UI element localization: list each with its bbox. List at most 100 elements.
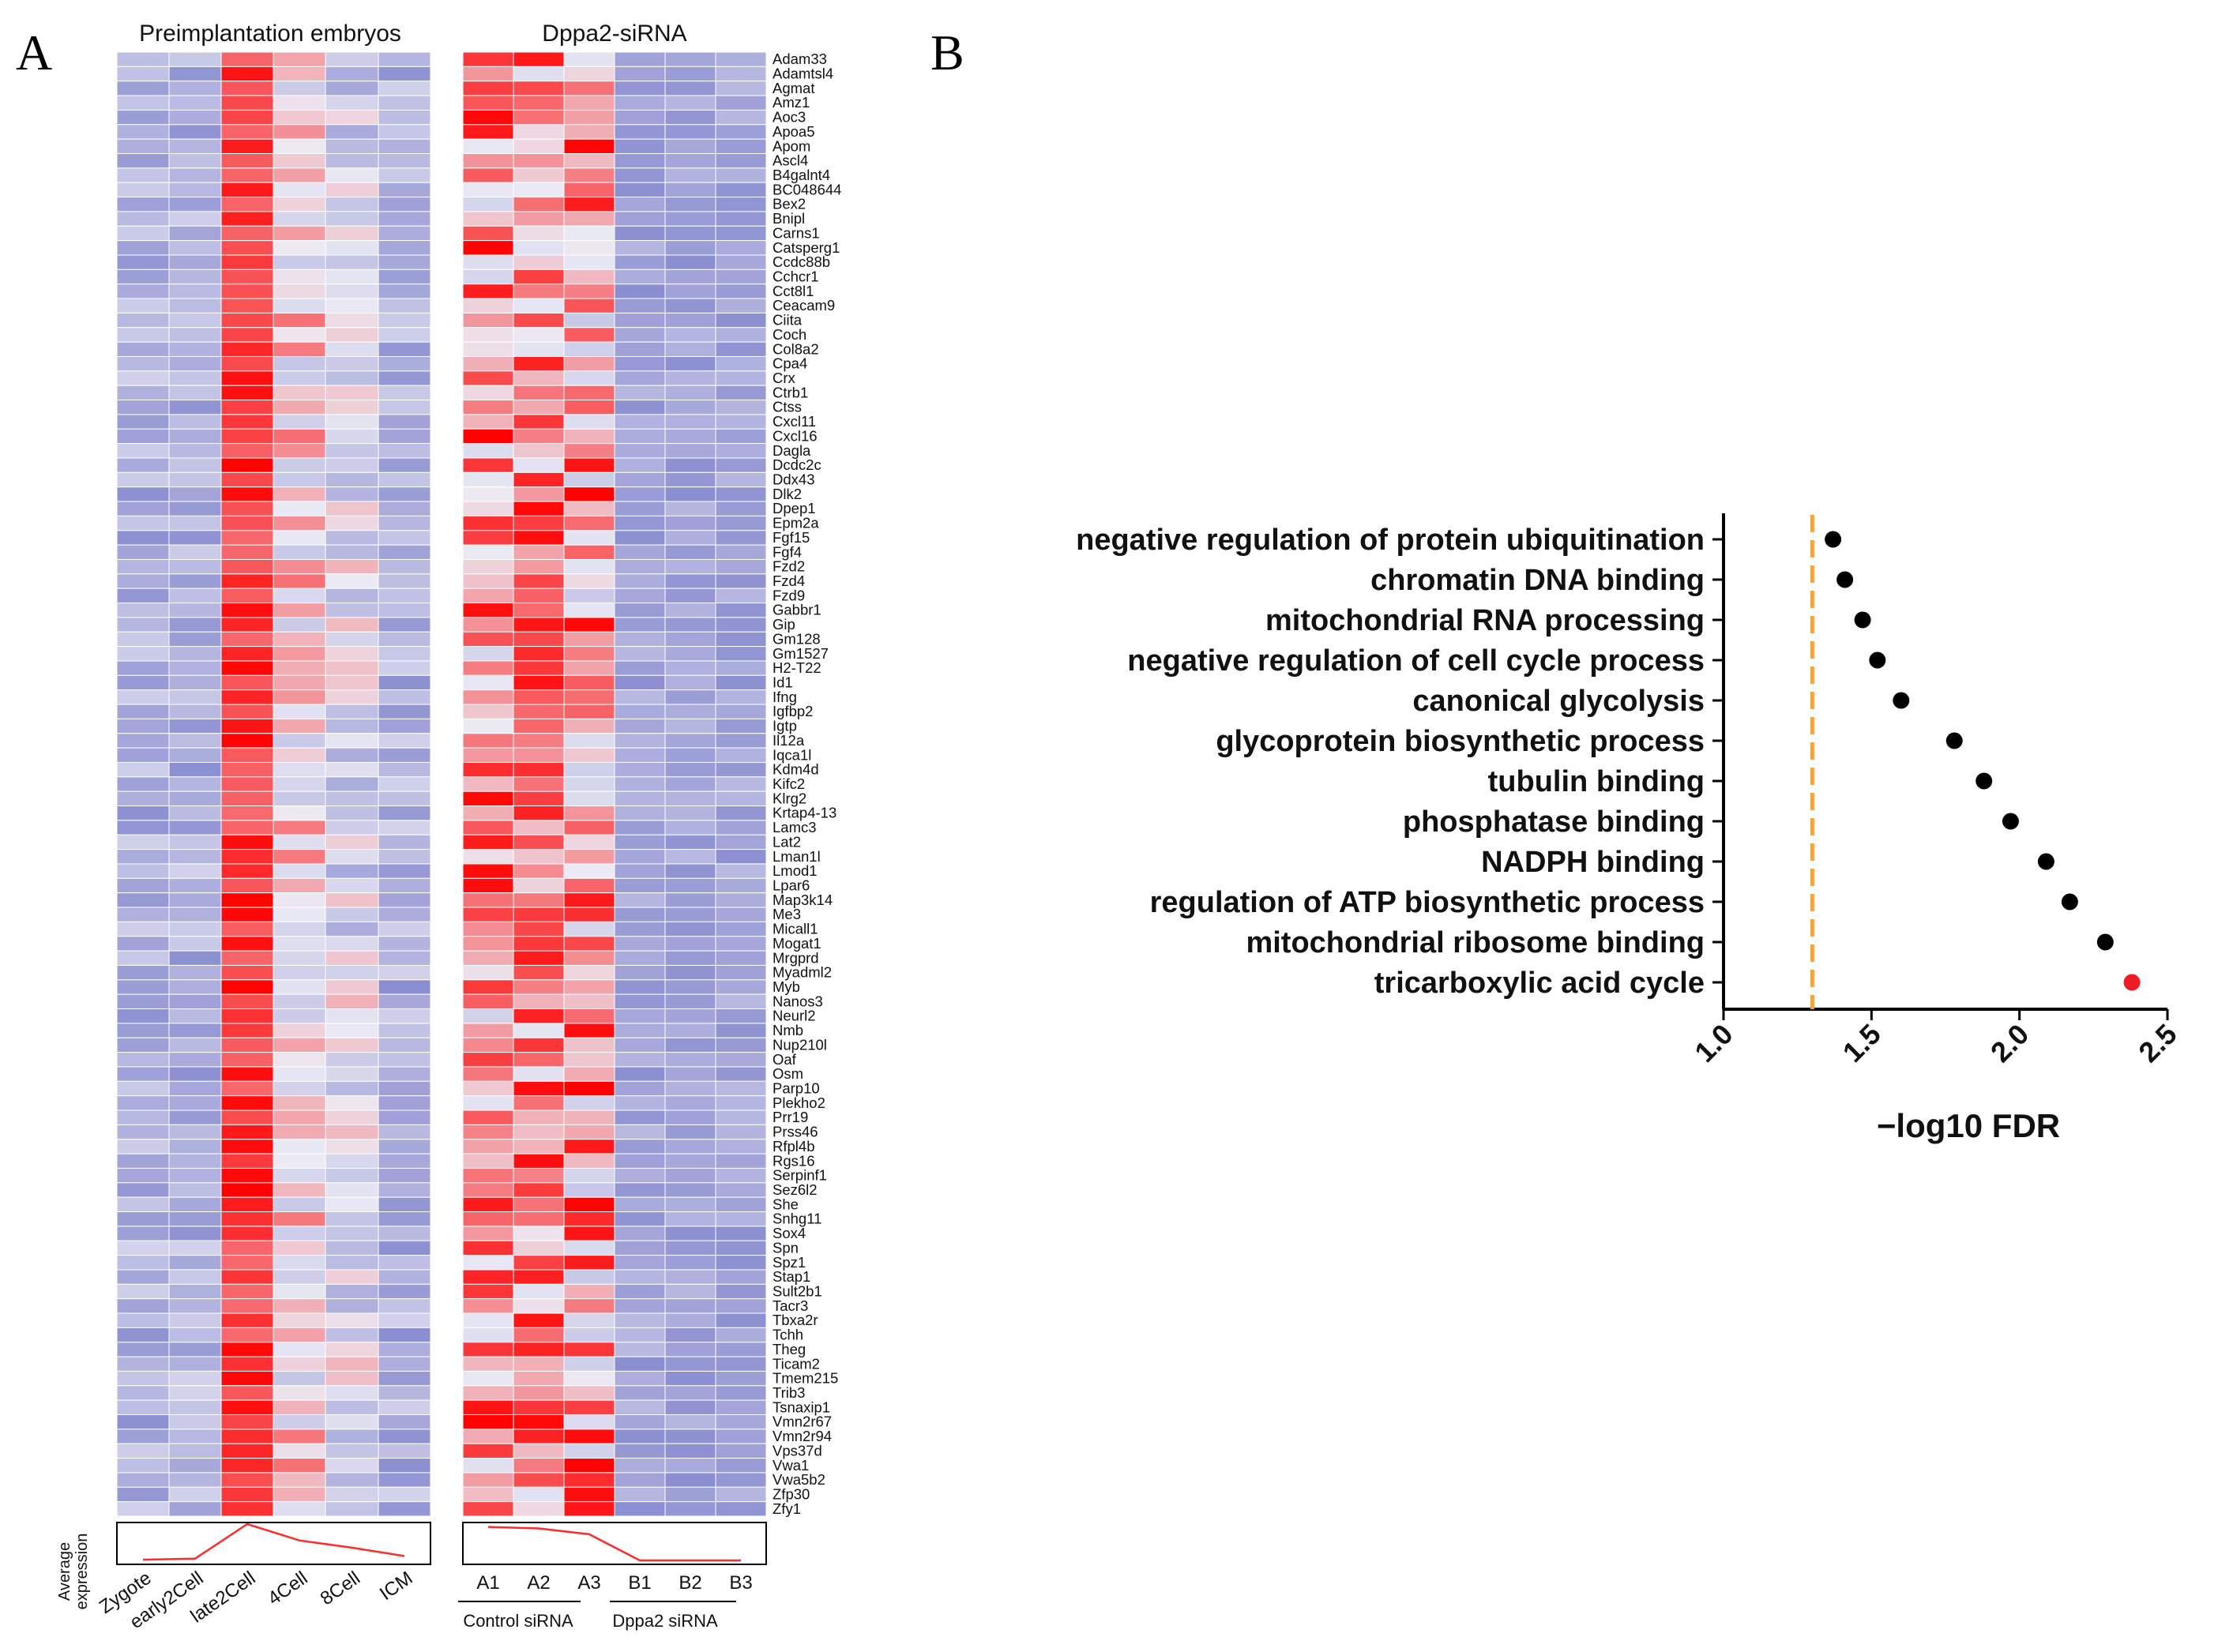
heatmap-cell (462, 964, 514, 981)
heatmap-cell (513, 689, 565, 705)
heatmap-cell (462, 921, 514, 937)
heatmap-cell (325, 907, 379, 922)
heatmap-cell (715, 1472, 767, 1488)
heatmap-cell (715, 660, 767, 676)
heatmap-cell (715, 950, 767, 966)
gene-label: Lat2 (773, 833, 801, 850)
gene-label: Nup210l (773, 1036, 827, 1053)
gene-label: Klrg2 (773, 790, 806, 806)
heatmap-cell (715, 544, 767, 560)
heatmap-cell (614, 138, 666, 154)
heatmap-cell (513, 1139, 565, 1155)
heatmap-cell (715, 486, 767, 502)
heatmap-cell (462, 1182, 514, 1198)
heatmap-cell (273, 950, 326, 966)
heatmap-cell (513, 486, 565, 502)
heatmap-cell (715, 254, 767, 270)
heatmap-cell (513, 1486, 565, 1503)
heatmap-cell (273, 1095, 326, 1111)
heatmap-cell (513, 747, 565, 763)
heatmap-cell (220, 1443, 274, 1459)
heatmap-cell (563, 1037, 615, 1053)
heatmap-cell (168, 805, 222, 821)
heatmap-cell (378, 138, 431, 154)
gene-label: Tbxa2r (773, 1312, 818, 1328)
column-label: B3 (729, 1572, 752, 1594)
heatmap-cell (273, 877, 326, 894)
heatmap-cell (715, 1486, 767, 1503)
heatmap-cell (614, 254, 666, 270)
heatmap-cell (513, 530, 565, 546)
x-axis-label: −log10 FDR (1877, 1107, 2060, 1144)
heatmap-cell (378, 1486, 431, 1503)
heatmap-cell (462, 588, 514, 604)
heatmap-cell (614, 1139, 666, 1155)
heatmap-cell (614, 428, 666, 445)
heatmap-cell (273, 863, 326, 879)
heatmap-cell (664, 631, 716, 648)
heatmap-cell (563, 1269, 615, 1285)
heatmap-cell (116, 761, 170, 778)
heatmap-cell (614, 355, 666, 372)
heatmap-cell (378, 486, 431, 502)
heatmap-cell (220, 443, 274, 459)
heatmap-cell (378, 370, 431, 386)
heatmap-cell (563, 892, 615, 908)
term-label: regulation of ATP biosynthetic process (1150, 886, 1705, 919)
heatmap-cell (715, 631, 767, 648)
heatmap-cell (513, 471, 565, 488)
heatmap-cell (378, 689, 431, 705)
heatmap-cell (378, 979, 431, 995)
heatmap-cell (325, 921, 379, 937)
heatmap-cell (664, 1095, 716, 1111)
heatmap-cell (614, 689, 666, 705)
heatmap-cell (614, 197, 666, 212)
heatmap-cell (116, 1399, 170, 1416)
heatmap-cell (220, 254, 274, 270)
heatmap-cell (116, 66, 170, 82)
heatmap-cell (664, 1052, 716, 1068)
heatmap-cell (513, 907, 565, 922)
heatmap-cell (563, 1139, 615, 1155)
heatmap-cell (563, 993, 615, 1010)
heatmap-cell (513, 327, 565, 343)
heatmap-cell (513, 1472, 565, 1488)
heatmap-cell (220, 1501, 274, 1517)
heatmap-cell (614, 1052, 666, 1068)
heatmap-cell (462, 689, 514, 705)
heatmap-cell (378, 211, 431, 227)
heatmap-cell (325, 1385, 379, 1401)
heatmap-cell (513, 704, 565, 719)
heatmap-cell (462, 1023, 514, 1038)
heatmap-cell (715, 95, 767, 111)
heatmap-cell (563, 1240, 615, 1256)
heatmap-cell (614, 530, 666, 546)
heatmap-cell (715, 849, 767, 865)
heatmap-cell (325, 863, 379, 879)
heatmap-cell (664, 674, 716, 691)
heatmap-cell (325, 1037, 379, 1053)
gene-label: Aoc3 (773, 109, 806, 126)
gene-label: Agmat (773, 80, 814, 96)
heatmap-cell (563, 471, 615, 488)
heatmap-cell (273, 268, 326, 285)
heatmap-cell (715, 1095, 767, 1111)
heatmap-cell (168, 1139, 222, 1155)
column-label: A3 (577, 1572, 600, 1594)
heatmap-cell (563, 486, 615, 502)
heatmap-cell (563, 268, 615, 285)
heatmap-cell (715, 1298, 767, 1314)
heatmap-cell (273, 1458, 326, 1474)
heatmap-cell (378, 1399, 431, 1416)
heatmap-cell (664, 197, 716, 212)
heatmap-cell (563, 1370, 615, 1387)
heatmap-cell (168, 1312, 222, 1328)
heatmap-cell (664, 733, 716, 749)
heatmap-cell (563, 689, 615, 705)
heatmap-cell (664, 167, 716, 183)
heatmap-cell (273, 95, 326, 111)
heatmap-cell (513, 515, 565, 531)
heatmap-cell (273, 400, 326, 415)
heatmap-cell (116, 1501, 170, 1517)
heatmap-cell (220, 225, 274, 242)
